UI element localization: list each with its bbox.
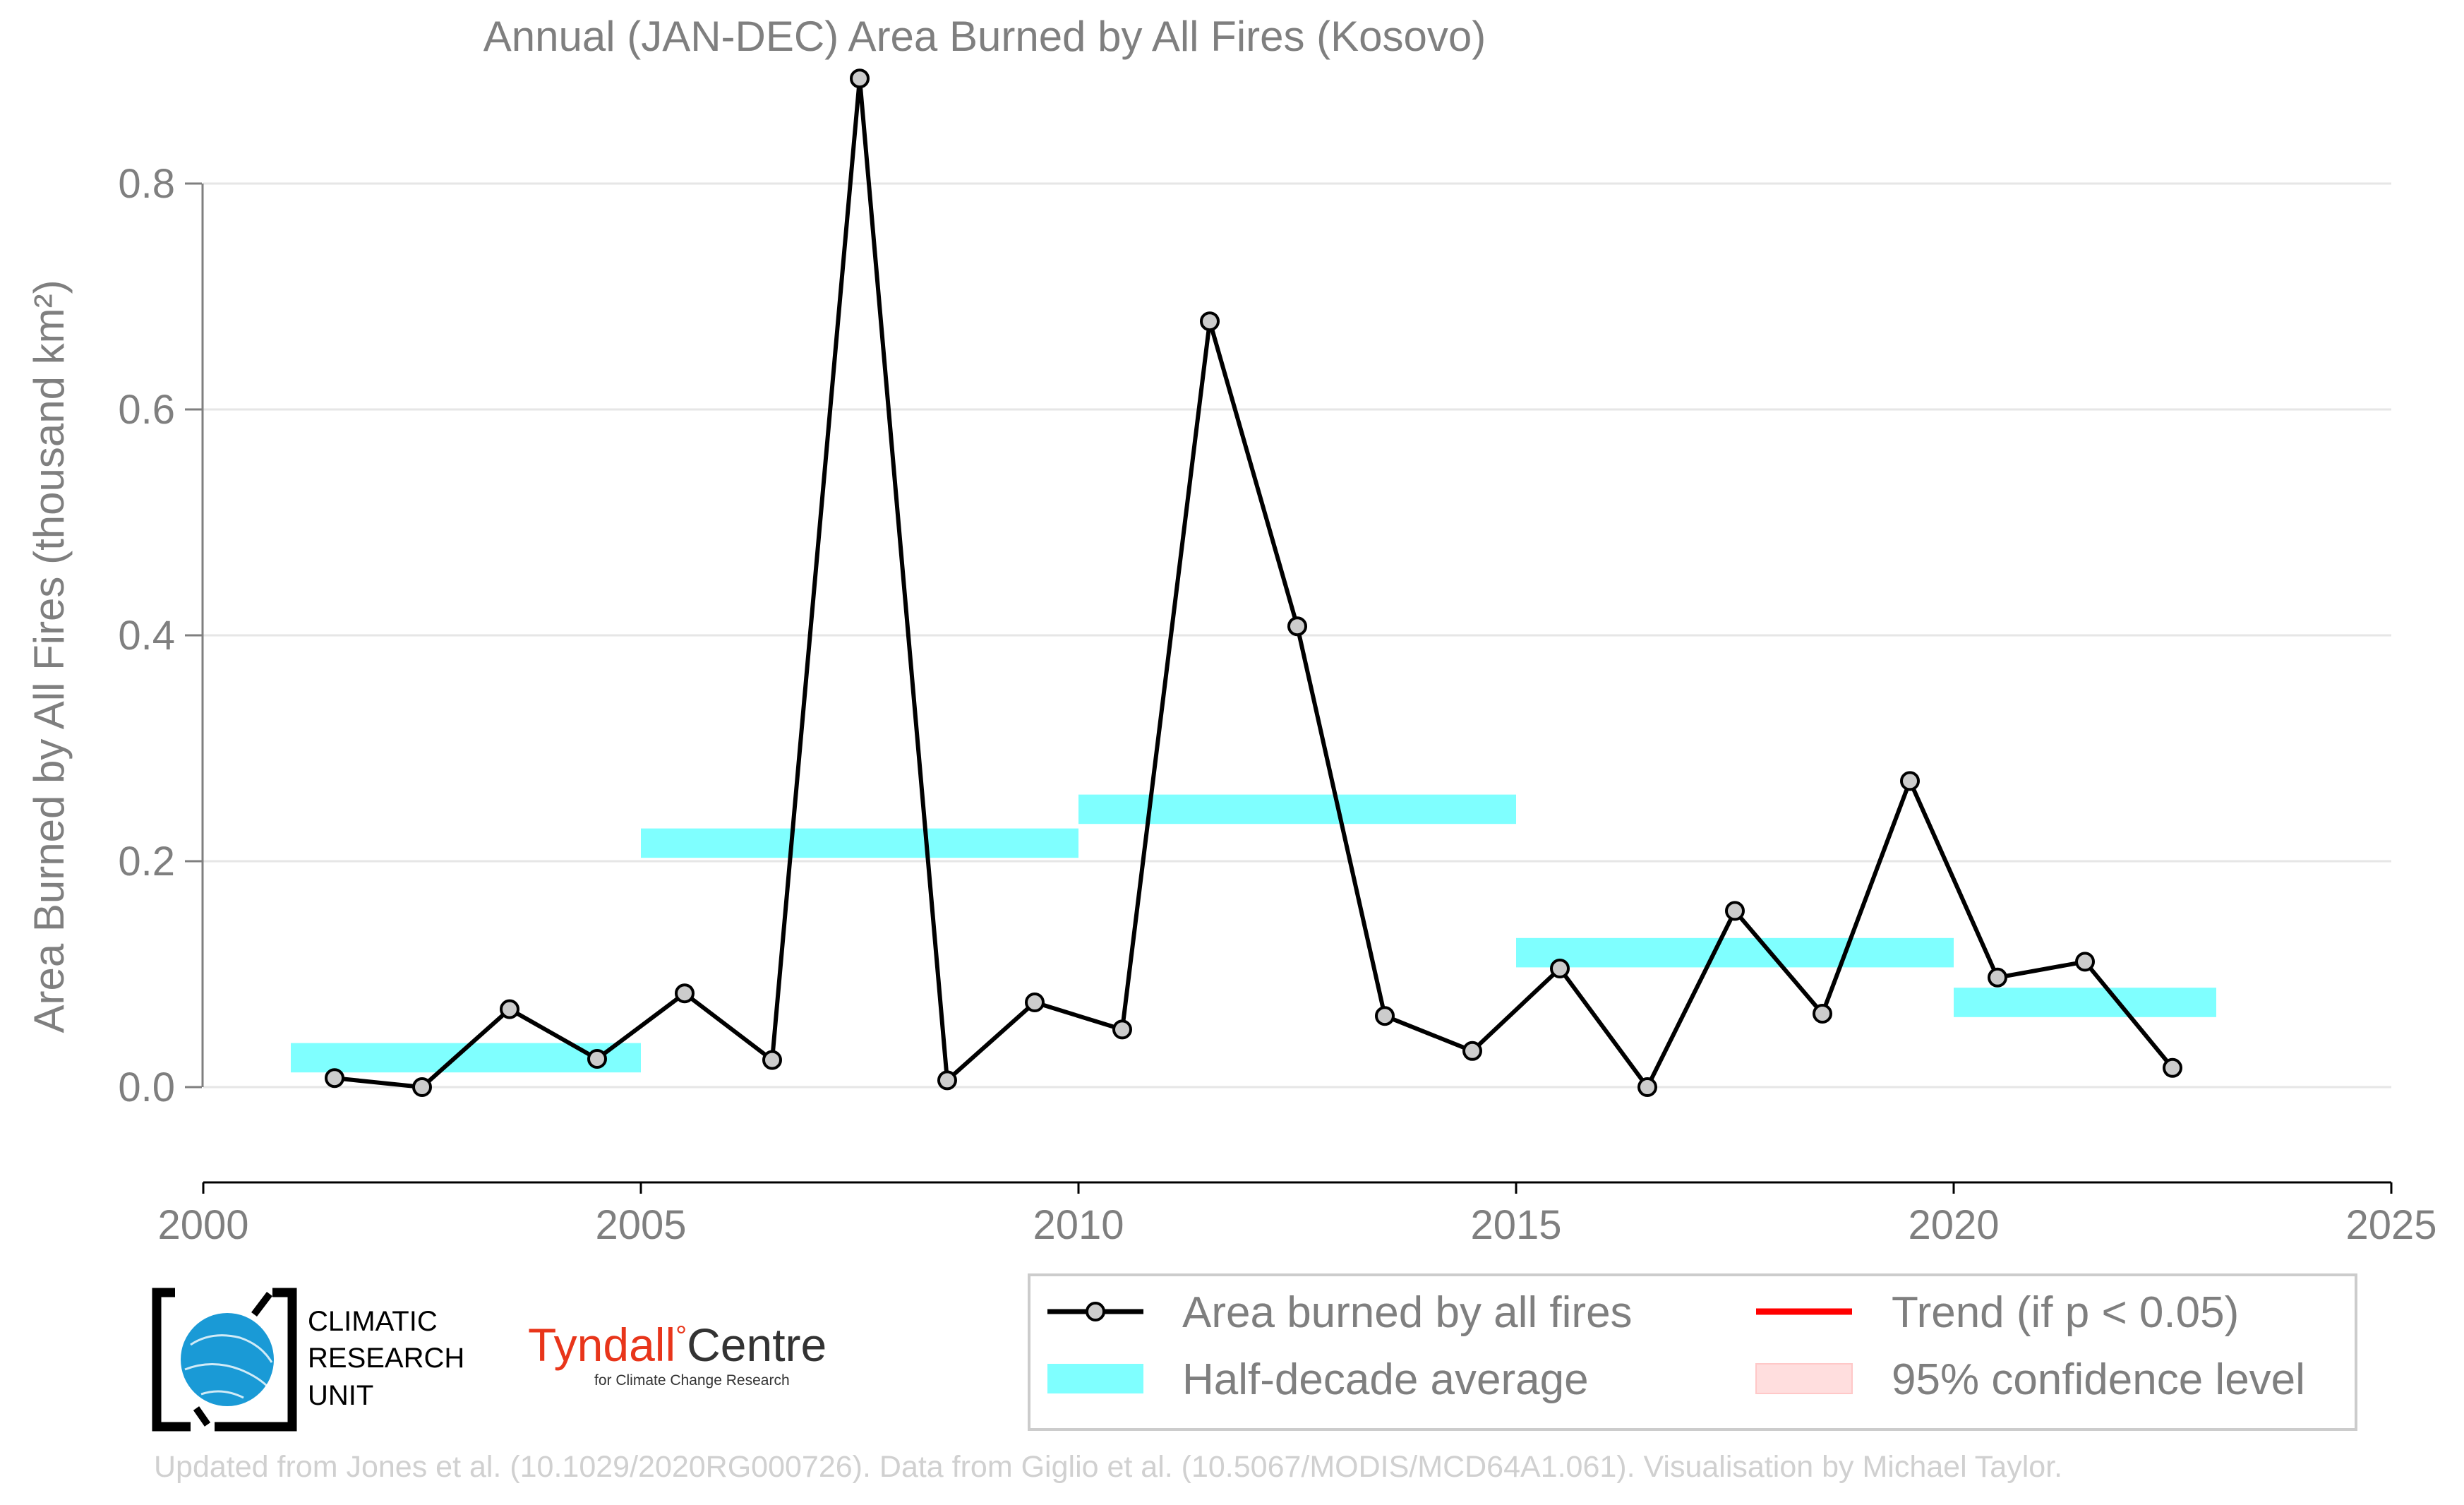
tyndall-logo-text: Tyndall°Centre	[528, 1319, 827, 1371]
x-tick-label: 2000	[157, 1202, 248, 1248]
y-axis-title: Area Burned by All Fires (thousand km²)	[25, 280, 73, 1033]
legend-swatch-confidence	[1755, 1363, 1853, 1394]
series-line-path	[334, 76, 2175, 1089]
data-point	[1900, 771, 1920, 791]
data-point	[325, 1068, 344, 1089]
data-point	[675, 983, 695, 1004]
cru-logo: CLIMATIC RESEARCH UNIT	[152, 1288, 464, 1432]
y-tick-label: 0.0	[118, 1065, 175, 1110]
tyndall-logo: Tyndall°Centre for Climate Change Resear…	[528, 1319, 827, 1389]
legend: Area burned by all fires Trend (if p < 0…	[1028, 1273, 2357, 1431]
half-decade-band	[1078, 794, 1516, 825]
data-point	[762, 1050, 782, 1070]
data-point	[937, 1070, 957, 1091]
cru-logo-bracket-right	[215, 1288, 297, 1432]
axes: 0.0 0.2 0.4 0.6 0.8 2000 2005 2010 2015 2020 2025	[118, 161, 2436, 1248]
globe-icon-swirl	[184, 1334, 273, 1399]
data-point	[1287, 616, 1307, 637]
data-point	[2163, 1057, 2182, 1078]
y-tick-label: 0.8	[118, 161, 175, 207]
data-point	[2075, 952, 2095, 972]
tyndall-logo-subtitle: for Climate Change Research	[594, 1372, 790, 1389]
x-tick-label: 2020	[1908, 1202, 1999, 1248]
series-area-burned	[325, 68, 2182, 1097]
data-point	[1375, 1006, 1395, 1026]
data-point	[1112, 1019, 1132, 1040]
globe-icon	[181, 1313, 274, 1406]
half-decade-band	[1954, 988, 2216, 1017]
cru-logo-bracket-slash	[251, 1291, 272, 1317]
data-point	[587, 1049, 607, 1069]
x-tick-label: 2025	[2345, 1202, 2436, 1248]
data-point	[1550, 959, 1570, 978]
x-tick-label: 2005	[595, 1202, 686, 1248]
data-point	[1725, 901, 1745, 921]
data-point	[412, 1077, 432, 1097]
half-decade-band	[641, 828, 1078, 858]
legend-label-half-decade: Half-decade average	[1182, 1355, 1589, 1404]
chart-title: Annual (JAN-DEC) Area Burned by All Fire…	[483, 13, 1486, 60]
legend-label-confidence: 95% confidence level	[1892, 1355, 2305, 1404]
y-tick-label: 0.2	[118, 839, 175, 885]
cru-logo-text-1: CLIMATIC	[308, 1306, 438, 1337]
data-point	[1813, 1004, 1832, 1024]
half-decade-band	[1516, 937, 1954, 968]
half-decade-bands	[291, 794, 2216, 1073]
footer-credits: Updated from Jones et al. (10.1029/2020R…	[154, 1450, 2062, 1484]
data-point	[1025, 993, 1045, 1012]
legend-label-trend: Trend (if p < 0.05)	[1892, 1288, 2239, 1337]
legend-swatch-fires-marker	[1086, 1302, 1105, 1321]
x-tick-label: 2010	[1033, 1202, 1124, 1248]
legend-label-fires: Area burned by all fires	[1182, 1288, 1633, 1337]
legend-box	[1028, 1273, 2357, 1431]
cru-logo-bracket-slash-low	[193, 1406, 211, 1427]
data-point	[850, 68, 870, 89]
data-point	[1200, 311, 1220, 332]
data-point	[1637, 1077, 1657, 1097]
x-tick-label: 2015	[1470, 1202, 1561, 1248]
y-tick-label: 0.4	[118, 613, 175, 659]
cru-logo-text-3: UNIT	[308, 1380, 373, 1411]
cru-logo-text-2: RESEARCH	[308, 1343, 464, 1374]
data-point	[1462, 1041, 1482, 1061]
data-point	[500, 999, 519, 1019]
legend-swatch-half-decade	[1047, 1364, 1143, 1393]
data-point	[1988, 967, 2007, 988]
y-tick-label: 0.6	[118, 387, 175, 433]
cru-logo-bracket-left	[152, 1288, 191, 1432]
